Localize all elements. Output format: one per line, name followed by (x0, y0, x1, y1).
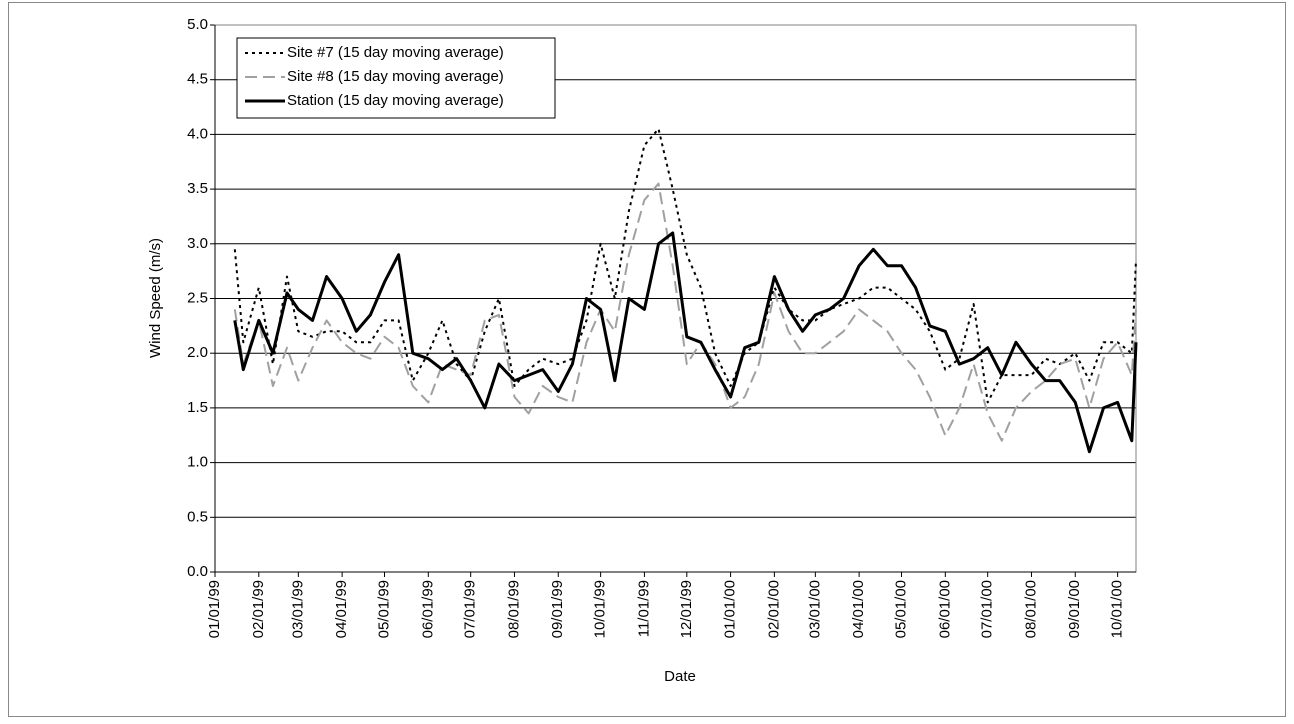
legend-box (236, 37, 556, 119)
y-tick-label: 2.0 (187, 344, 208, 361)
x-tick-label: 10/01/00 (1109, 580, 1126, 638)
y-tick-label: 1.0 (187, 454, 208, 471)
y-tick-label: 3.0 (187, 235, 208, 252)
x-tick-label: 08/01/99 (505, 580, 522, 638)
x-axis-label: Date (664, 668, 696, 685)
x-tick-label: 01/01/99 (206, 580, 223, 638)
y-axis-label: Wind Speed (m/s) (147, 238, 164, 358)
y-tick-label: 1.5 (187, 399, 208, 416)
x-tick-label: 02/01/99 (250, 580, 267, 638)
x-tick-label: 10/01/99 (592, 580, 609, 638)
x-tick-label: 05/01/99 (375, 580, 392, 638)
x-tick-label: 09/01/00 (1066, 580, 1083, 638)
y-tick-label: 0.5 (187, 508, 208, 525)
x-tick-label: 09/01/99 (549, 580, 566, 638)
x-tick-label: 04/01/99 (333, 580, 350, 638)
x-tick-label: 12/01/99 (678, 580, 695, 638)
x-tick-label: 04/01/00 (850, 580, 867, 638)
x-tick-label: 11/01/99 (635, 580, 652, 637)
y-tick-label: 4.0 (187, 125, 208, 142)
x-tick-label: 06/01/99 (419, 580, 436, 638)
y-tick-label: 4.5 (187, 71, 208, 88)
y-tick-label: 2.5 (187, 289, 208, 306)
x-tick-label: 07/01/00 (979, 580, 996, 638)
x-tick-label: 02/01/00 (765, 580, 782, 638)
x-tick-label: 03/01/00 (806, 580, 823, 638)
chart-frame (8, 2, 1286, 717)
y-tick-label: 5.0 (187, 16, 208, 33)
y-tick-label: 0.0 (187, 563, 208, 580)
y-tick-label: 3.5 (187, 180, 208, 197)
legend-label: Site #8 (15 day moving average) (287, 68, 504, 85)
x-tick-label: 06/01/00 (936, 580, 953, 638)
x-tick-label: 03/01/99 (289, 580, 306, 638)
series-line (233, 127, 1137, 404)
series-line (233, 231, 1138, 454)
x-tick-label: 07/01/99 (462, 580, 479, 638)
x-tick-label: 08/01/00 (1022, 580, 1039, 638)
x-tick-label: 05/01/00 (892, 580, 909, 638)
x-tick-label: 01/01/00 (722, 580, 739, 638)
legend-label: Site #7 (15 day moving average) (287, 44, 504, 61)
series-line (233, 182, 1137, 442)
legend-label: Station (15 day moving average) (287, 92, 504, 109)
